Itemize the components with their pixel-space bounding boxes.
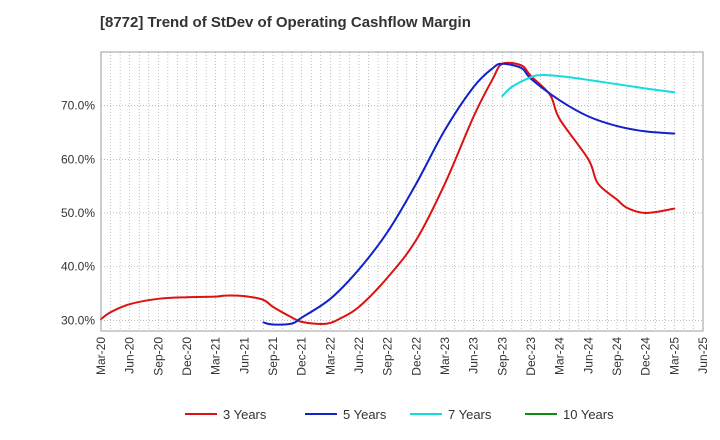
legend-label: 3 Years	[223, 407, 267, 422]
y-tick-label: 30.0%	[61, 313, 95, 327]
chart-title: [8772] Trend of StDev of Operating Cashf…	[100, 14, 471, 31]
legend-label: 7 Years	[448, 407, 492, 422]
x-tick-label: Sep-23	[495, 337, 509, 376]
x-tick-label: Sep-21	[266, 337, 280, 376]
x-tick-label: Sep-20	[151, 337, 165, 376]
legend-item-3-years: 3 Years	[185, 407, 267, 422]
x-tick-label: Jun-24	[581, 337, 595, 374]
x-tick-label: Dec-21	[295, 337, 309, 376]
x-tick-label: Dec-22	[409, 337, 423, 376]
legend-item-7-years: 7 Years	[410, 407, 492, 422]
x-tick-label: Mar-23	[438, 337, 452, 375]
x-tick-label: Mar-25	[667, 337, 681, 375]
plot-frame	[100, 51, 704, 332]
y-tick-label: 60.0%	[61, 152, 95, 166]
x-tick-label: Jun-25	[696, 337, 710, 374]
series-line-3-years	[100, 61, 676, 326]
x-tick-label: Jun-22	[352, 337, 366, 374]
legend-label: 10 Years	[563, 407, 614, 422]
x-tick-label: Jun-23	[467, 337, 481, 374]
x-tick-label: Sep-24	[610, 337, 624, 376]
legend-item-5-years: 5 Years	[305, 407, 387, 422]
x-tick-label: Mar-20	[94, 337, 108, 375]
x-tick-label: Jun-21	[237, 337, 251, 374]
x-tick-label: Mar-21	[209, 337, 223, 375]
legend-item-10-years: 10 Years	[525, 407, 614, 422]
x-tick-label: Dec-20	[180, 337, 194, 376]
x-tick-label: Mar-22	[323, 337, 337, 375]
plot-area	[100, 52, 704, 331]
x-tick-label: Dec-24	[639, 337, 653, 376]
y-tick-label: 40.0%	[61, 260, 95, 274]
y-tick-label: 70.0%	[61, 99, 95, 113]
x-tick-label: Jun-20	[123, 337, 137, 374]
x-tick-label: Mar-24	[553, 337, 567, 375]
series-line-5-years	[262, 62, 676, 326]
plot-background	[101, 52, 703, 331]
series-line-7-years	[501, 74, 676, 97]
x-tick-label: Sep-22	[381, 337, 395, 376]
legend-label: 5 Years	[343, 407, 387, 422]
y-tick-label: 50.0%	[61, 206, 95, 220]
x-tick-label: Dec-23	[524, 337, 538, 376]
